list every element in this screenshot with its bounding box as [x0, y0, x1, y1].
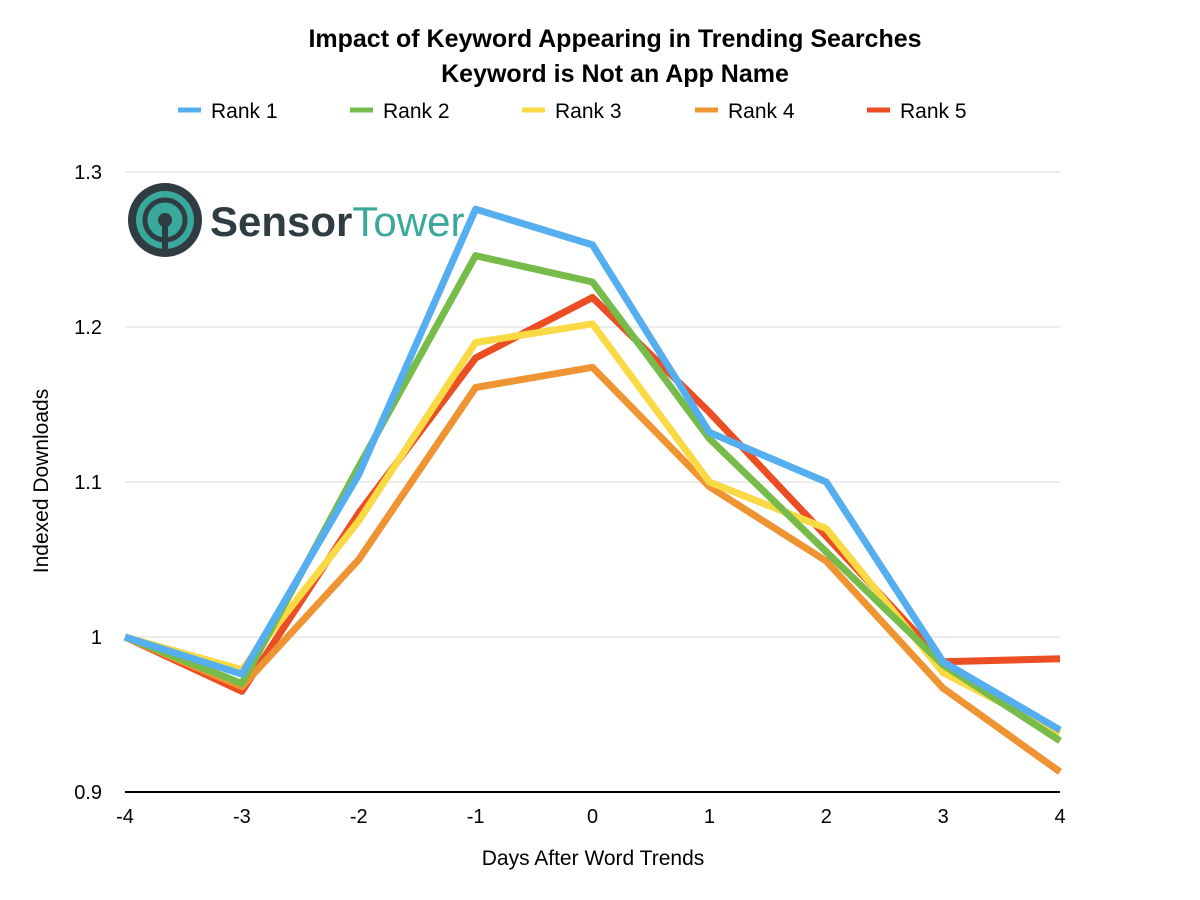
svg-text:SensorTower: SensorTower — [210, 198, 464, 245]
x-tick-label: 2 — [821, 806, 832, 828]
x-tick-label: 3 — [938, 806, 949, 828]
x-tick-label: 0 — [587, 806, 598, 828]
y-tick-label: 1.2 — [74, 317, 102, 339]
legend-label: Rank 2 — [383, 100, 450, 123]
legend-item: Rank 5 — [867, 100, 967, 123]
legend-item: Rank 2 — [350, 100, 450, 123]
y-tick-label: 1 — [91, 627, 102, 649]
logo-text-sensor: Sensor — [210, 198, 352, 245]
x-tick-label: -4 — [116, 806, 134, 828]
y-tick-label: 1.3 — [74, 162, 102, 184]
series-lines — [123, 205, 1063, 775]
legend-item: Rank 3 — [522, 100, 622, 123]
legend-label: Rank 5 — [900, 100, 967, 123]
series-line-rank-3 — [124, 320, 1062, 737]
x-axis-ticks: -4 -3 -2 -1 0 1 2 3 4 — [116, 806, 1065, 828]
chart-subtitle: Keyword is Not an App Name — [441, 60, 789, 88]
series-line-rank-4 — [123, 363, 1063, 775]
legend-item: Rank 4 — [695, 100, 795, 123]
legend-item: Rank 1 — [178, 100, 278, 123]
y-tick-label: 1.1 — [74, 472, 102, 494]
x-axis-label: Days After Word Trends — [482, 847, 705, 870]
y-axis-label: Indexed Downloads — [30, 389, 53, 573]
x-tick-label: -2 — [350, 806, 368, 828]
x-tick-label: -3 — [233, 806, 251, 828]
sensor-tower-logo-icon — [128, 183, 202, 257]
y-tick-label: 0.9 — [74, 782, 102, 804]
sensor-tower-logo: SensorTower — [128, 183, 464, 257]
x-tick-label: 1 — [704, 806, 715, 828]
legend-label: Rank 1 — [211, 100, 278, 123]
x-tick-label: -1 — [467, 806, 485, 828]
legend: Rank 1 Rank 2 Rank 3 Rank 4 Rank 5 — [178, 100, 967, 123]
legend-label: Rank 4 — [728, 100, 795, 123]
series-line-rank-1 — [123, 205, 1062, 734]
logo-text-tower: Tower — [352, 198, 464, 245]
y-axis-ticks: 0.9 1 1.1 1.2 1.3 — [74, 162, 102, 804]
legend-label: Rank 3 — [555, 100, 622, 123]
x-tick-label: 4 — [1054, 806, 1065, 828]
chart-title: Impact of Keyword Appearing in Trending … — [308, 25, 921, 53]
